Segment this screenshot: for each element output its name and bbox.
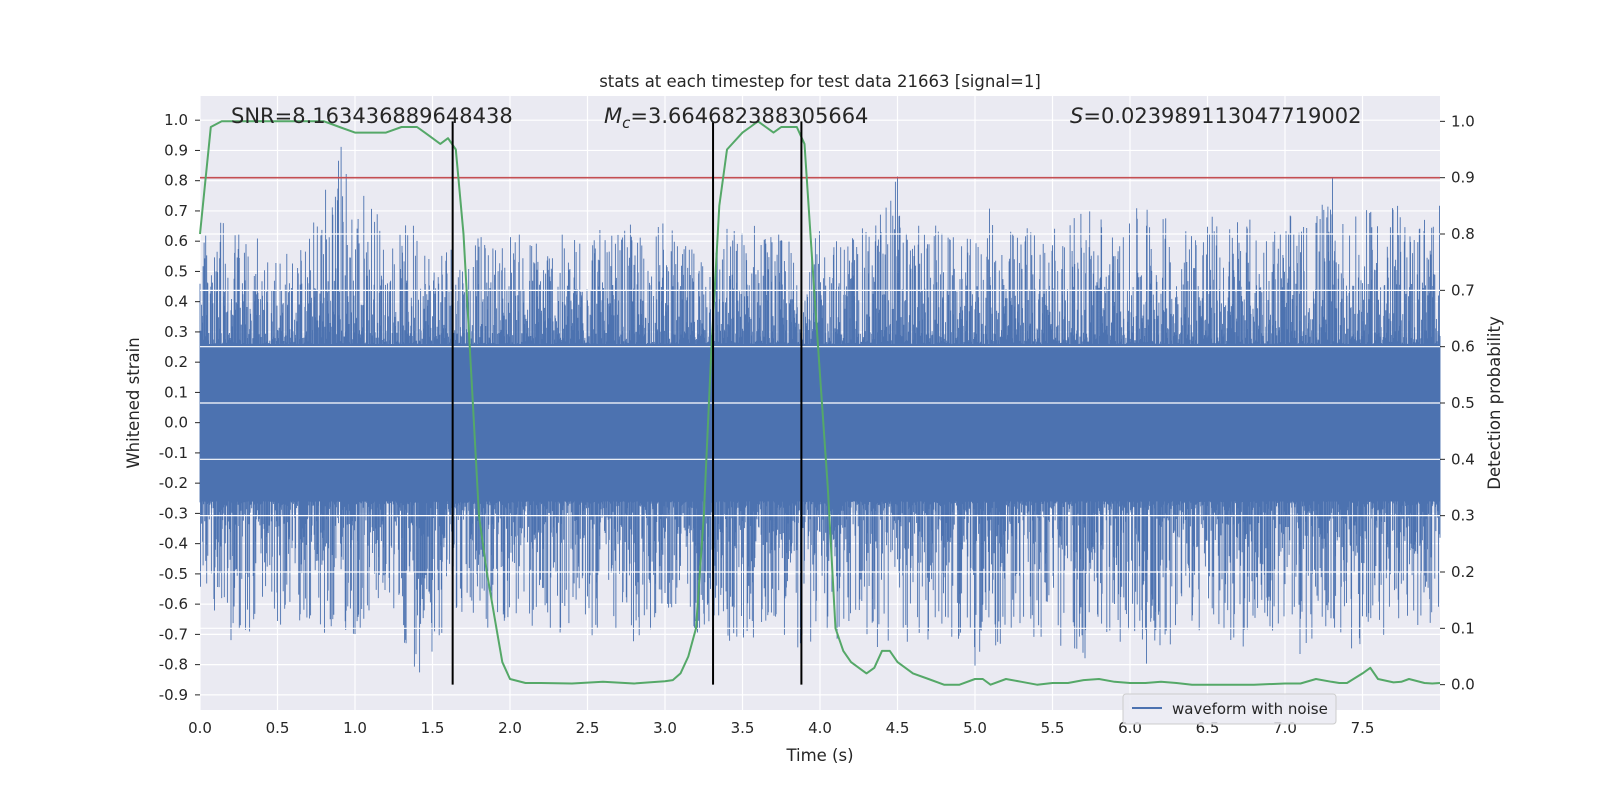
x-tick-label: 2.0 — [498, 719, 522, 737]
chirp-mass-value: =3.664682388305664 — [630, 104, 868, 128]
x-tick-label: 4.5 — [886, 719, 910, 737]
probability-series — [199, 120, 1441, 686]
x-tick-label: 5.0 — [963, 719, 987, 737]
legend: waveform with noise — [1122, 693, 1337, 725]
y2-tick-label: 0.0 — [1451, 676, 1475, 694]
x-axis-label: Time (s) — [785, 746, 853, 765]
y-axis-label: Whitened strain — [124, 337, 143, 468]
x-tick-label: 7.5 — [1351, 719, 1375, 737]
y-tick-label: -0.2 — [159, 474, 188, 492]
chart-title: stats at each timestep for test data 216… — [599, 72, 1041, 91]
y2-tick-label: 0.9 — [1451, 169, 1475, 187]
y2-tick-label: 1.0 — [1451, 112, 1475, 130]
y-tick-label: 0.9 — [164, 141, 188, 159]
y-tick-label: -0.6 — [159, 595, 188, 613]
y-tick-label: -0.4 — [159, 535, 188, 553]
y2-tick-label: 0.8 — [1451, 225, 1475, 243]
y-tick-label: 1.0 — [164, 111, 188, 129]
x-tick-label: 1.0 — [343, 719, 367, 737]
chirp-mass-annotation: Mc=3.664682388305664 — [604, 104, 868, 132]
y2-tick-label: 0.1 — [1451, 619, 1475, 637]
x-tick-label: 4.0 — [808, 719, 832, 737]
legend-label: waveform with noise — [1172, 700, 1328, 718]
x-tick-label: 2.5 — [576, 719, 600, 737]
x-tick-label: 3.0 — [653, 719, 677, 737]
y-tick-label: -0.1 — [159, 444, 188, 462]
y2-tick-label: 0.4 — [1451, 450, 1475, 468]
y-tick-label: 0.1 — [164, 383, 188, 401]
y-tick-label: 0.7 — [164, 202, 188, 220]
legend-box — [1122, 693, 1337, 725]
x-tick-label: 5.5 — [1041, 719, 1065, 737]
y-tick-label: -0.9 — [159, 686, 188, 704]
y-tick-label: 0.6 — [164, 232, 188, 250]
y-tick-label: -0.7 — [159, 625, 188, 643]
y2-axis-label: Detection probability — [1485, 316, 1504, 490]
x-tick-label: 0.0 — [188, 719, 212, 737]
s-symbol: S — [1070, 104, 1083, 128]
y2-tick-label: 0.6 — [1451, 338, 1475, 356]
chirp-mass-symbol: M — [604, 104, 622, 128]
y2-tick-label: 0.7 — [1451, 281, 1475, 299]
probability-line — [199, 120, 1441, 686]
y-tick-label: 0.2 — [164, 353, 188, 371]
y-tick-label: -0.8 — [159, 656, 188, 674]
y2-tick-label: 0.3 — [1451, 507, 1475, 525]
vertical-markers — [451, 121, 803, 685]
chirp-mass-subscript: c — [622, 114, 631, 132]
s-annotation: S=0.023989113047719002 — [1070, 104, 1361, 128]
y-tick-label: -0.5 — [159, 565, 188, 583]
y-tick-label: 0.8 — [164, 172, 188, 190]
x-tick-label: 1.5 — [421, 719, 445, 737]
snr-annotation: SNR=8.163436889648438 — [231, 104, 513, 128]
y-tick-labels: 1.0 0.9 0.8 0.7 0.6 0.5 0.4 0.3 0.2 0.1 0.0 -0.1 -0.… — [159, 111, 200, 704]
x-tick-label: 0.5 — [266, 719, 290, 737]
y-tick-label: 0.5 — [164, 262, 188, 280]
s-value: =0.023989113047719002 — [1083, 104, 1361, 128]
y2-tick-label: 0.2 — [1451, 563, 1475, 581]
x-tick-labels: 0.0 0.5 1.0 1.5 2.0 2.5 3.0 3.5 4.0 4.5 5.0 5.5 6.0 6… — [188, 719, 1374, 737]
y-tick-label: 0.0 — [164, 414, 188, 432]
y2-tick-labels: 1.0 0.9 0.8 0.7 0.6 0.5 0.4 0.3 0.2 0.1 0.0 — [1440, 112, 1475, 694]
y-tick-label: -0.3 — [159, 504, 188, 522]
y-tick-label: 0.4 — [164, 293, 188, 311]
y2-tick-label: 0.5 — [1451, 394, 1475, 412]
y-tick-label: 0.3 — [164, 323, 188, 341]
x-tick-label: 3.5 — [731, 719, 755, 737]
